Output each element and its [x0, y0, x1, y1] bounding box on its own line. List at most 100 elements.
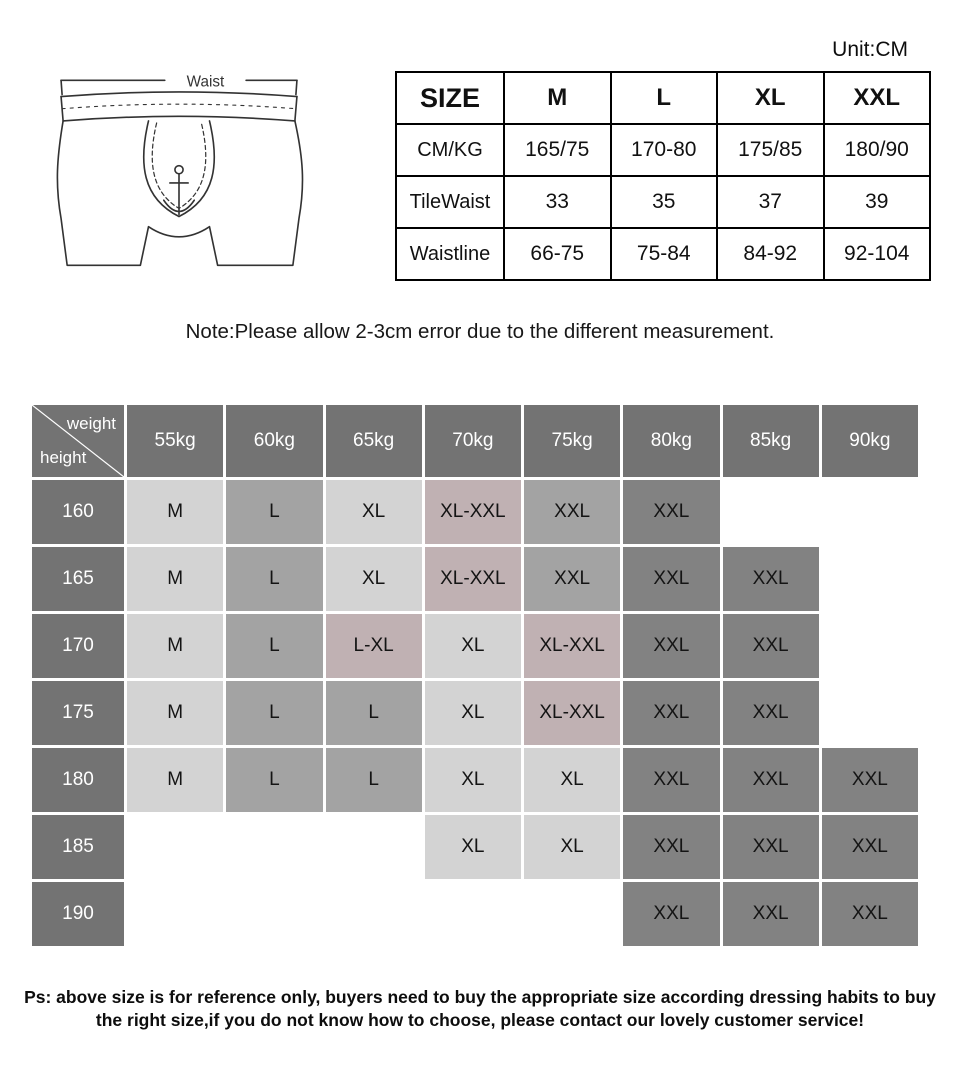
matrix-size-cell: L: [226, 480, 323, 544]
cell-waistline-xxl: 92-104: [822, 227, 931, 281]
matrix-empty-cell: [127, 815, 223, 879]
matrix-size-cell: XL: [424, 681, 521, 745]
waist-label: Waist: [187, 73, 225, 90]
corner-weight-label: weight: [66, 414, 116, 433]
measurement-note: Note:Please allow 2-3cm error due to the…: [185, 320, 775, 343]
matrix-size-cell: M: [127, 681, 224, 745]
matrix-size-cell: L: [226, 748, 323, 812]
cell-waistline-l: 75-84: [609, 227, 718, 281]
matrix-size-cell: XL-XXL: [424, 480, 521, 544]
matrix-height-label: 170: [32, 614, 124, 678]
matrix-size-cell: XL: [325, 547, 422, 611]
matrix-size-cell: L: [226, 681, 323, 745]
matrix-size-cell: L: [226, 547, 323, 611]
matrix-weight-header: 65kg: [325, 405, 422, 477]
matrix-weight-header: 55kg: [127, 405, 224, 477]
size-table: SIZE M L XL XXL CM/KG 165/75 170-80 175/…: [395, 71, 931, 281]
matrix-empty-cell: [822, 547, 918, 611]
matrix-empty-cell: [524, 882, 620, 946]
matrix-size-cell: L: [325, 681, 422, 745]
matrix-size-cell: XXL: [623, 681, 720, 745]
matrix-size-cell: M: [127, 480, 224, 544]
row-label-waistline: Waistline: [395, 227, 505, 281]
diagonal-divider: [32, 405, 124, 477]
cell-cmkg-l: 170-80: [609, 123, 718, 177]
matrix-size-cell: M: [127, 614, 224, 678]
size-table-header-m: M: [503, 71, 612, 125]
cell-tilewaist-xl: 37: [716, 175, 825, 229]
matrix-size-cell: XXL: [524, 547, 621, 611]
matrix-size-cell: XXL: [821, 882, 918, 946]
size-table-header-size: SIZE: [395, 71, 505, 125]
matrix-size-cell: XXL: [623, 815, 720, 879]
matrix-weight-header: 85kg: [722, 405, 819, 477]
matrix-size-cell: XXL: [722, 681, 819, 745]
cell-cmkg-m: 165/75: [503, 123, 612, 177]
matrix-height-label: 165: [32, 547, 124, 611]
cell-cmkg-xxl: 180/90: [822, 123, 931, 177]
table-row-tilewaist: TileWaist 33 35 37 39: [395, 175, 931, 229]
footer-disclaimer: Ps: above size is for reference only, bu…: [18, 986, 942, 1032]
matrix-size-cell: XL-XXL: [524, 614, 621, 678]
matrix-empty-cell: [822, 480, 918, 544]
matrix-size-cell: XXL: [623, 547, 720, 611]
size-table-header-xxl: XXL: [822, 71, 931, 125]
matrix-size-cell: XXL: [722, 614, 819, 678]
cell-waistline-xl: 84-92: [716, 227, 825, 281]
matrix-weight-header: 60kg: [226, 405, 323, 477]
matrix-size-cell: XXL: [623, 748, 720, 812]
matrix-size-cell: XXL: [722, 815, 819, 879]
row-label-cmkg: CM/KG: [395, 123, 505, 177]
matrix-size-cell: L: [325, 748, 422, 812]
size-table-header-row: SIZE M L XL XXL: [395, 71, 931, 125]
matrix-size-cell: XL: [524, 748, 621, 812]
footer-line-1: Ps: above size is for reference only, bu…: [24, 987, 936, 1007]
matrix-size-cell: XL: [524, 815, 621, 879]
size-table-header-l: L: [609, 71, 718, 125]
matrix-corner-cell: weight height: [32, 405, 124, 477]
matrix-weight-header: 70kg: [424, 405, 521, 477]
matrix-size-cell: XL: [424, 748, 521, 812]
matrix-weight-header: 80kg: [623, 405, 720, 477]
size-table-header-xl: XL: [716, 71, 825, 125]
row-label-tilewaist: TileWaist: [395, 175, 505, 229]
matrix-empty-cell: [326, 882, 422, 946]
matrix-size-cell: L: [226, 614, 323, 678]
matrix-size-cell: M: [127, 748, 224, 812]
matrix-height-label: 180: [32, 748, 124, 812]
cell-cmkg-xl: 175/85: [716, 123, 825, 177]
size-matrix: weight height 55kg 60kg 65kg 70kg 75kg 80kg 85…: [32, 405, 918, 946]
matrix-size-cell: XXL: [722, 547, 819, 611]
matrix-size-cell: XL-XXL: [424, 547, 521, 611]
matrix-size-cell: L-XL: [325, 614, 422, 678]
matrix-height-label: 175: [32, 681, 124, 745]
matrix-size-cell: XXL: [821, 815, 918, 879]
matrix-size-cell: XL: [424, 815, 521, 879]
matrix-size-cell: XXL: [821, 748, 918, 812]
cell-waistline-m: 66-75: [503, 227, 612, 281]
matrix-empty-cell: [425, 882, 521, 946]
matrix-empty-cell: [226, 882, 322, 946]
matrix-size-cell: XL: [325, 480, 422, 544]
matrix-size-cell: XXL: [722, 882, 819, 946]
matrix-size-cell: XXL: [722, 748, 819, 812]
table-row-cmkg: CM/KG 165/75 170-80 175/85 180/90: [395, 123, 931, 177]
matrix-empty-cell: [226, 815, 322, 879]
cell-tilewaist-l: 35: [609, 175, 718, 229]
matrix-height-label: 185: [32, 815, 124, 879]
matrix-size-cell: XXL: [623, 480, 720, 544]
matrix-height-label: 190: [32, 882, 124, 946]
cell-tilewaist-xxl: 39: [822, 175, 931, 229]
cell-tilewaist-m: 33: [503, 175, 612, 229]
table-row-waistline: Waistline 66-75 75-84 84-92 92-104: [395, 227, 931, 281]
matrix-height-label: 160: [32, 480, 124, 544]
matrix-size-cell: XL: [424, 614, 521, 678]
underwear-diagram: Waist: [50, 64, 308, 308]
matrix-empty-cell: [822, 614, 918, 678]
matrix-size-cell: XXL: [623, 882, 720, 946]
matrix-empty-cell: [723, 480, 819, 544]
matrix-empty-cell: [127, 882, 223, 946]
matrix-weight-header: 75kg: [524, 405, 621, 477]
matrix-size-cell: XXL: [623, 614, 720, 678]
